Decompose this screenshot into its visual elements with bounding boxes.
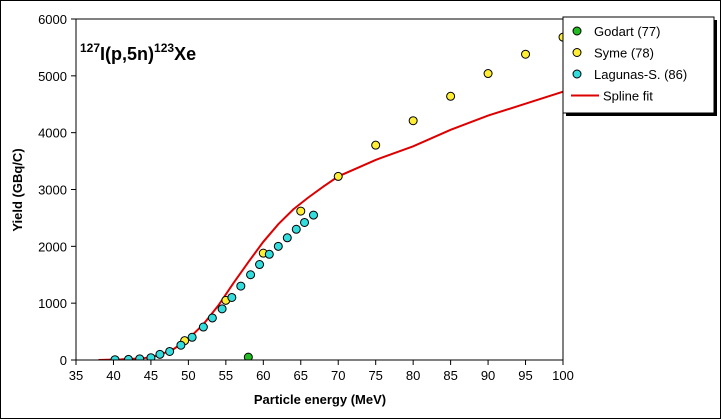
x-tick-label: 45 (144, 368, 158, 383)
data-point-series-2 (146, 353, 156, 360)
data-point-series-2 (198, 322, 208, 332)
legend-entry: Syme (78) (594, 46, 654, 61)
data-point-series-1 (408, 116, 418, 126)
axes: 35 40 45 50 55 60 65 70 75 80 85 90 95 10001000200030… (38, 12, 574, 383)
data-point-series-2 (227, 292, 237, 302)
y-tick-label: 2000 (38, 239, 67, 254)
x-tick-label: 75 (368, 368, 382, 383)
data-point-series-1 (446, 91, 456, 101)
data-point-series-2 (300, 217, 310, 227)
annotation-sup-2: 123 (154, 41, 174, 55)
annotation-base-1: I(p,5n) (100, 44, 154, 64)
data-point-series-0 (243, 352, 253, 360)
x-tick-label: 50 (181, 368, 195, 383)
legend-box (562, 16, 715, 114)
x-tick-label: 70 (331, 368, 345, 383)
data-point-series-2 (236, 281, 246, 291)
data-point-series-2 (207, 313, 217, 323)
data-point-series-2 (255, 260, 265, 270)
data-point-series-2 (135, 354, 145, 360)
annotation-base-2: Xe (174, 44, 196, 64)
svg-text:127I(p,5n)123Xe: 127I(p,5n)123Xe (80, 41, 196, 64)
data-point-series-2 (282, 233, 292, 243)
x-tick-label: 40 (106, 368, 120, 383)
y-tick-label: 0 (60, 353, 67, 368)
data-point-series-1 (296, 206, 306, 216)
x-tick-label: 85 (443, 368, 457, 383)
data-point-series-2 (291, 224, 301, 234)
data-point-series-1 (521, 49, 531, 59)
legend-swatch (572, 69, 582, 79)
reaction-annotation: 127I(p,5n)123Xe (80, 41, 196, 64)
x-tick-label: 80 (406, 368, 420, 383)
data-point-series-2 (165, 346, 175, 356)
y-axis-label: Yield (GBq/C) (10, 148, 25, 231)
legend-entry: Godart (77) (594, 24, 660, 39)
data-point-series-2 (155, 349, 165, 359)
data-point-series-1 (371, 140, 381, 150)
x-axis-label: Particle energy (MeV) (254, 392, 386, 407)
data-point-series-2 (217, 304, 227, 314)
y-tick-label: 3000 (38, 183, 67, 198)
y-tick-label: 5000 (38, 69, 67, 84)
plot-area (98, 32, 563, 360)
data-point-series-2 (309, 210, 319, 220)
legend-swatch (572, 26, 582, 36)
annotation-sup-1: 127 (80, 41, 100, 55)
data-point-series-2 (246, 270, 256, 280)
data-point-series-2 (123, 354, 133, 360)
x-tick-label: 90 (481, 368, 495, 383)
data-point-series-1 (558, 32, 563, 42)
legend-swatch (572, 48, 582, 57)
spline-fit-line (98, 90, 563, 360)
data-point-series-2 (176, 340, 186, 350)
legend: Godart (77) Syme (78) Lagunas-S. (86) Splin… (562, 16, 717, 116)
x-tick-label: 100 (552, 368, 574, 383)
data-point-series-1 (333, 171, 343, 181)
x-tick-label: 55 (219, 368, 233, 383)
x-tick-label: 95 (518, 368, 532, 383)
data-point-series-2 (264, 249, 274, 259)
legend-entry: Spline fit (603, 89, 653, 104)
x-tick-label: 60 (256, 368, 270, 383)
y-tick-label: 6000 (38, 12, 67, 27)
data-point-series-2 (273, 241, 283, 251)
x-tick-label: 65 (294, 368, 308, 383)
y-tick-label: 4000 (38, 126, 67, 141)
data-point-series-1 (483, 69, 493, 79)
y-tick-label: 1000 (38, 296, 67, 311)
x-tick-label: 35 (69, 368, 83, 383)
legend-entry: Lagunas-S. (86) (594, 67, 687, 82)
data-point-series-2 (187, 332, 197, 342)
